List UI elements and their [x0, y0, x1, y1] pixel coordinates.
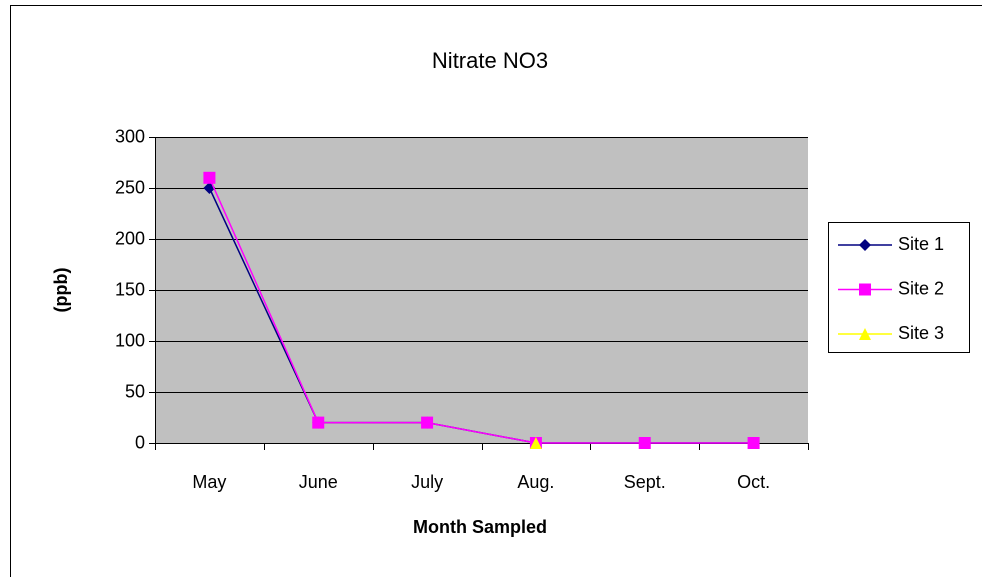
- y-tick-label: 100: [115, 330, 145, 350]
- marker: [529, 437, 542, 449]
- x-tick-label: May: [192, 472, 226, 492]
- marker: [747, 437, 760, 449]
- x-tick-label: Oct.: [737, 472, 770, 492]
- y-tick-label: 50: [125, 381, 145, 401]
- marker: [859, 239, 871, 251]
- marker: [859, 328, 871, 340]
- legend: [828, 222, 970, 353]
- marker: [859, 283, 871, 296]
- marker: [421, 416, 434, 429]
- x-tick-label: Sept.: [624, 472, 666, 492]
- y-tick-label: 250: [115, 177, 145, 197]
- y-axis-label: (ppb): [51, 268, 71, 313]
- x-axis-label: Month Sampled: [413, 517, 547, 537]
- y-tick-label: 300: [115, 126, 145, 146]
- y-tick-label: 200: [115, 228, 145, 248]
- legend-label: Site 2: [898, 278, 944, 298]
- marker: [312, 416, 325, 429]
- y-tick-label: 0: [135, 432, 145, 452]
- legend-label: Site 3: [898, 323, 944, 343]
- x-tick-label: Aug.: [517, 472, 554, 492]
- series-line: [208, 177, 754, 444]
- y-tick-label: 150: [115, 279, 145, 299]
- chart-title: Nitrate NO3: [432, 48, 548, 73]
- x-tick-label: July: [411, 472, 443, 492]
- x-tick-label: June: [299, 472, 338, 492]
- marker: [638, 437, 651, 449]
- marker: [203, 171, 216, 184]
- legend-label: Site 1: [898, 234, 944, 254]
